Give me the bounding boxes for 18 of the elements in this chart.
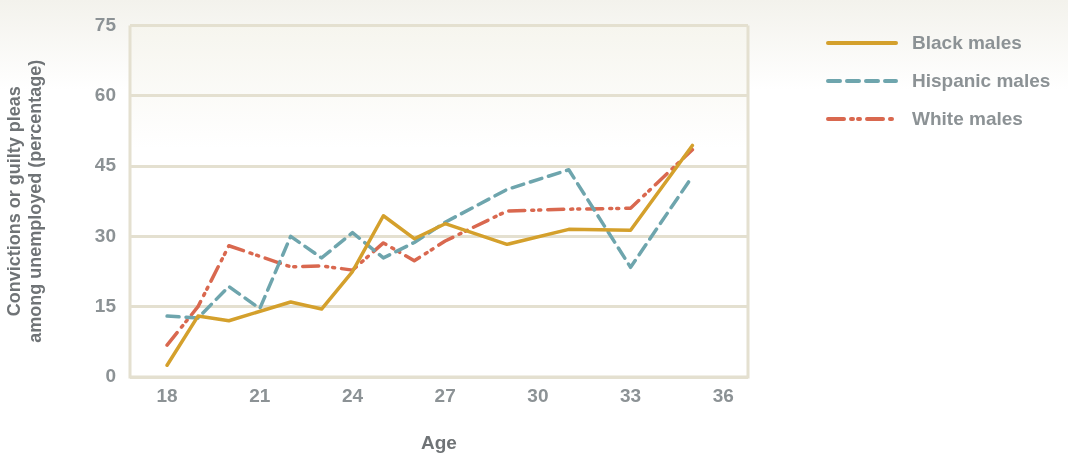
x-axis-title: Age: [421, 431, 457, 453]
y-tick-label: 0: [105, 365, 116, 387]
y-tick-label: 45: [94, 154, 117, 176]
x-tick-label: 30: [527, 384, 549, 406]
legend-label: Hispanic males: [912, 70, 1051, 92]
y-tick-label: 75: [94, 13, 117, 35]
x-tick-label: 27: [434, 384, 456, 406]
legend-label: White males: [912, 108, 1023, 130]
y-axis-title: Convictions or guilty pleas among unemployed (percentage): [3, 59, 46, 343]
y-tick-label: 30: [94, 224, 116, 246]
x-tick-label: 36: [712, 384, 734, 406]
x-tick-label: 33: [620, 384, 642, 406]
x-tick-label: 24: [341, 384, 364, 406]
legend-label: Black males: [912, 32, 1022, 54]
y-tick-label: 60: [94, 83, 116, 105]
x-tick-label: 18: [156, 384, 178, 406]
y-tick-label: 15: [94, 294, 117, 316]
x-tick-label: 21: [249, 384, 271, 406]
